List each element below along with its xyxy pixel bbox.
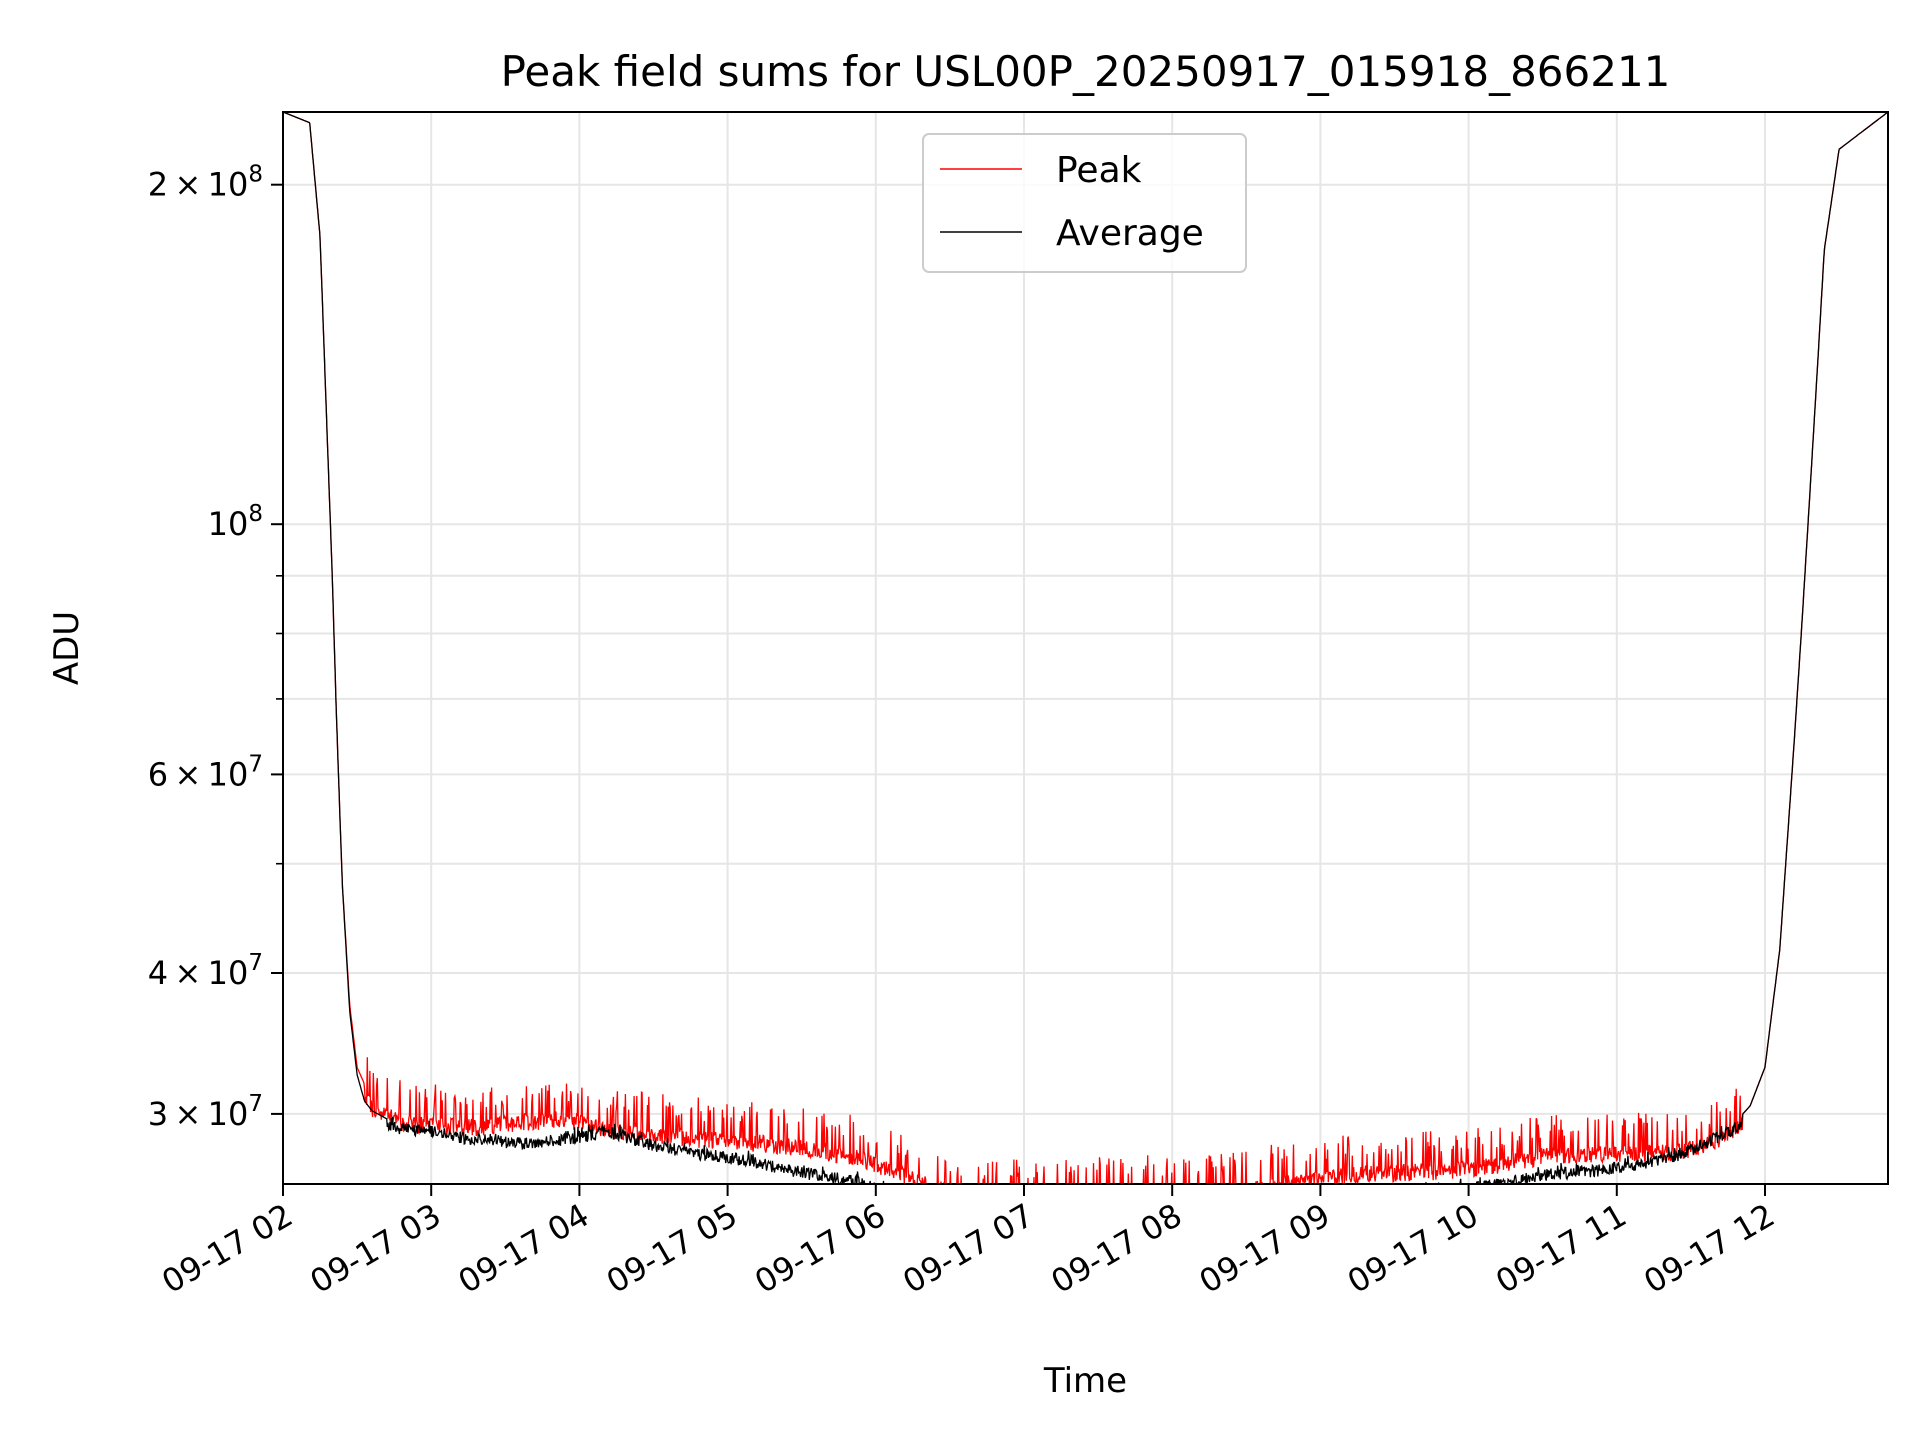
plot-frame (282, 111, 1889, 1185)
legend: Peak Average (922, 133, 1247, 273)
y-tick-label: 6 × 107 (148, 751, 263, 793)
x-tick-label: 09-17 07 (896, 1196, 1040, 1301)
x-tick-label: 09-17 08 (1045, 1196, 1189, 1301)
x-axis: 09-17 02 09-17 03 09-17 04 09-17 05 09-17 06… (155, 1184, 1781, 1301)
legend-average-label: Average (1056, 213, 1204, 254)
average-series-line (283, 112, 1888, 1184)
y-axis: 2 × 108 108 6 × 107 4 × 107 3 × 107 (148, 162, 283, 1133)
legend-peak-label: Peak (1056, 150, 1142, 191)
x-tick-label: 09-17 11 (1489, 1196, 1633, 1301)
chart-title: Peak field sums for USL00P_20250917_0159… (501, 47, 1671, 96)
grid (282, 112, 1888, 1184)
x-tick-label: 09-17 02 (155, 1196, 299, 1301)
y-axis-label: ADU (47, 611, 87, 685)
y-tick-label: 2 × 108 (148, 162, 263, 204)
y-tick-label: 108 (208, 501, 263, 543)
x-tick-label: 09-17 09 (1193, 1196, 1337, 1301)
x-tick-label: 09-17 10 (1341, 1196, 1485, 1301)
x-tick-label: 09-17 06 (748, 1196, 892, 1301)
x-axis-label: Time (1043, 1361, 1127, 1401)
peak-series-line (283, 112, 1888, 1184)
x-tick-label: 09-17 12 (1637, 1196, 1781, 1301)
plot-area (283, 112, 1888, 1184)
x-tick-label: 09-17 03 (304, 1196, 448, 1301)
x-tick-label: 09-17 04 (452, 1196, 596, 1301)
y-tick-label: 4 × 107 (148, 950, 263, 992)
y-tick-label: 3 × 107 (148, 1091, 263, 1133)
series-layer (283, 112, 1888, 1184)
x-tick-label: 09-17 05 (600, 1196, 744, 1301)
